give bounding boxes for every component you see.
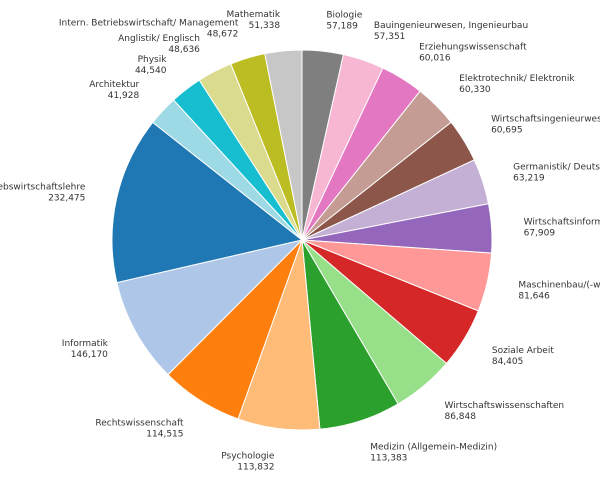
pie-label-betriebswirtschaftslehre: Betriebswirtschaftslehre232,475: [0, 182, 86, 203]
pie-label-physik: Physik 44,540: [135, 55, 167, 76]
pie-slice-mathematik: [264, 49, 303, 241]
pie-label-category: Maschinenbau/(-wesen): [518, 281, 600, 291]
pie-label-anglistik-englisch: Anglistik/ Englisch 48,636: [118, 34, 200, 55]
pie-labels: Biologie 57,189 Bauingenieurwesen, Ingenie…: [0, 10, 600, 472]
pie-label-bauingenieurwesen-ingenieurbau: Bauingenieurwesen, Ingenieurbau 57,351: [374, 21, 528, 42]
pie-slices: [111, 49, 493, 431]
pie-label-germanistik-deutsch: Germanistik/ Deutsch63,219: [513, 163, 600, 184]
pie-label-value: 44,540: [135, 66, 167, 76]
pie-label-value: 60,016: [419, 53, 451, 63]
pie-label-category: Soziale Arbeit: [492, 346, 554, 356]
pie-label-value: 232,475: [48, 193, 85, 203]
pie-label-value: 113,832: [237, 462, 274, 472]
pie-label-category: Elektrotechnik/ Elektronik: [459, 74, 575, 84]
pie-slice-informatik: [116, 239, 304, 376]
pie-label-value: 114,515: [146, 430, 183, 440]
pie-label-category: Biologie: [326, 10, 362, 20]
pie-label-category: Wirtschaftswissenschaften: [444, 401, 564, 411]
pie-label-value: 81,646: [518, 292, 550, 302]
pie-label-value: 48,636: [168, 45, 200, 55]
pie-slice-betriebswirtschaftslehre: [111, 121, 304, 284]
pie-label-category: Physik: [138, 55, 168, 65]
pie-label-category: Germanistik/ Deutsch: [513, 163, 600, 173]
pie-label-value: 57,189: [326, 21, 358, 31]
pie-label-informatik: Informatik 146,170: [62, 339, 109, 360]
pie-label-wirtschaftsingenieurwesen: Wirtschaftsingenieurwesen60,695: [491, 115, 600, 136]
pie-label-category: Informatik: [62, 339, 109, 349]
pie-label-category: Betriebswirtschaftslehre: [0, 182, 86, 192]
pie-label-intern-betriebswirtschaft-management: Intern. Betriebswirtschaft/ Management 48…: [59, 18, 239, 39]
pie-label-wirtschaftswissenschaften: Wirtschaftswissenschaften 86,848: [444, 401, 564, 422]
pie-label-category: Erziehungswissenschaft: [419, 42, 527, 52]
pie-label-maschinenbau-wesen: Maschinenbau/(-wesen)81,646: [518, 281, 600, 302]
pie-label-category: Architektur: [89, 80, 139, 90]
pie-label-value: 51,338: [249, 21, 281, 31]
pie-label-medizin-allgemein-medizin: Medizin (Allgemein-Medizin) 113,383: [370, 442, 497, 463]
pie-label-value: 41,928: [108, 91, 140, 101]
pie-label-value: 57,351: [374, 32, 406, 42]
pie-label-value: 86,848: [444, 412, 476, 422]
pie-label-elektrotechnik-elektronik: Elektrotechnik/ Elektronik 60,330: [459, 74, 575, 95]
pie-label-rechtswissenschaft: Rechtswissenschaft 114,515: [95, 419, 184, 440]
pie-label-biologie: Biologie 57,189: [326, 10, 362, 31]
pie-label-category: Psychologie: [221, 451, 275, 461]
pie-label-value: 67,909: [524, 228, 556, 238]
pie-label-category: Rechtswissenschaft: [95, 419, 184, 429]
pie-label-value: 60,330: [459, 85, 491, 95]
pie-label-value: 146,170: [71, 350, 108, 360]
pie-label-wirtschaftsinformatik: Wirtschaftsinformatik67,909: [524, 217, 600, 238]
pie-label-category: Wirtschaftsinformatik: [524, 217, 600, 227]
pie-label-category: Medizin (Allgemein-Medizin): [370, 442, 497, 452]
pie-label-category: Bauingenieurwesen, Ingenieurbau: [374, 21, 528, 31]
pie-label-value: 63,219: [513, 174, 545, 184]
pie-label-value: 84,405: [492, 357, 524, 367]
pie-label-value: 60,695: [491, 126, 522, 136]
pie-label-category: Anglistik/ Englisch: [118, 34, 200, 44]
pie-label-category: Wirtschaftsingenieurwesen: [491, 115, 600, 125]
pie-label-soziale-arbeit: Soziale Arbeit 84,405: [492, 346, 554, 367]
pie-label-category: Mathematik: [227, 10, 281, 20]
pie-label-psychologie: Psychologie 113,832: [221, 451, 275, 472]
pie-label-value: 113,383: [370, 453, 407, 463]
pie-label-value: 48,672: [207, 29, 239, 39]
pie-label-architektur: Architektur 41,928: [89, 80, 139, 101]
pie-label-erziehungswissenschaft: Erziehungswissenschaft 60,016: [419, 42, 527, 63]
pie-label-category: Intern. Betriebswirtschaft/ Management: [59, 18, 239, 28]
pie-label-mathematik: Mathematik 51,338: [227, 10, 281, 31]
